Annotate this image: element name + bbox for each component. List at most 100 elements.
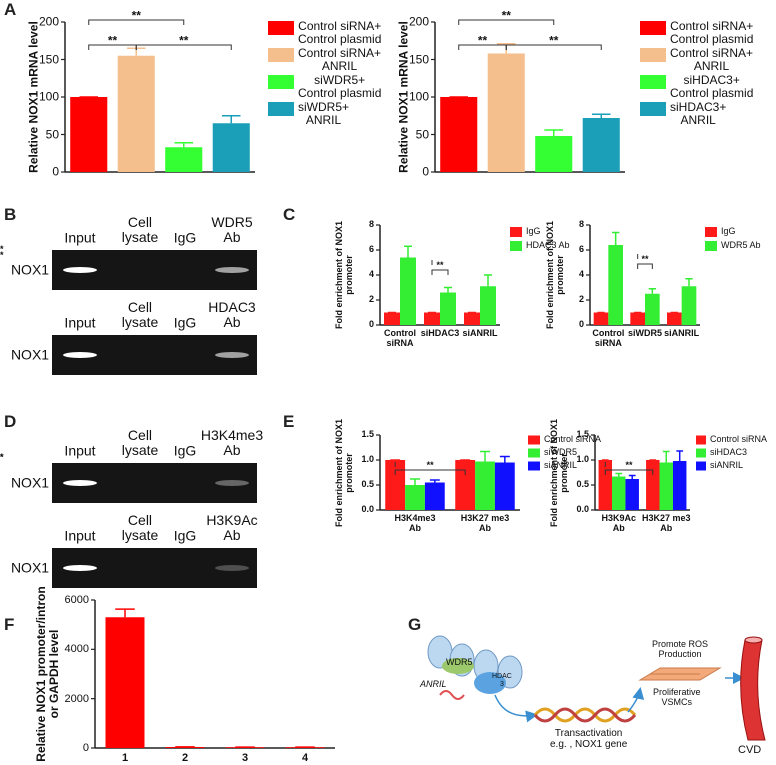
y-tick-label: 0.0	[576, 504, 589, 515]
y-axis-label: Relative NOX1 promoter/intron or GAPDH l…	[33, 586, 61, 762]
legend-swatch	[528, 448, 540, 458]
bar	[612, 476, 626, 510]
significance-label: **	[549, 33, 559, 48]
y-tick-label: 8	[578, 219, 584, 230]
significance-bracket	[604, 469, 654, 475]
gel-band	[63, 352, 97, 358]
legend-swatch	[510, 241, 522, 251]
bar	[681, 286, 697, 325]
significance-label: **	[107, 33, 118, 48]
legend-swatch	[640, 48, 666, 62]
bar	[424, 312, 440, 325]
significance-label: **	[0, 452, 4, 463]
legend-label: Control siRNA+ ANRIL	[670, 45, 754, 73]
bar	[487, 53, 525, 172]
error-bar	[484, 274, 492, 287]
y-tick-label: 50	[415, 126, 429, 141]
y-tick-label: 8	[368, 219, 374, 230]
row-label: NOX1	[10, 474, 50, 491]
y-axis-label: Fold enrichment of NOX1 promoter	[545, 220, 565, 330]
legend-swatch	[705, 227, 717, 237]
x-tick-label: siWDR5	[627, 328, 663, 338]
lane-label: Cell lysate	[121, 299, 159, 331]
legend-label: siHDAC3+ Control plasmid	[670, 72, 754, 100]
panel-label: C	[283, 205, 296, 224]
vessel	[740, 639, 766, 741]
significance-bracket	[88, 19, 185, 25]
legend-label: siANRIL	[544, 460, 578, 471]
legend-swatch	[696, 435, 706, 445]
lane-label: Input	[64, 229, 96, 246]
cell-layer	[650, 667, 710, 675]
y-tick-label: 1.5	[361, 429, 374, 440]
legend-label: HDAC3 Ab	[526, 240, 570, 251]
legend-label: Control siRNA+ ANRIL	[298, 45, 382, 73]
error-bar	[404, 245, 412, 258]
lane-label: Cell lysate	[121, 214, 159, 246]
wdr5-shape	[442, 658, 474, 674]
y-tick-label: 150	[38, 51, 59, 66]
lane-label: Cell lysate	[121, 427, 159, 459]
y-tick-label: 1.5	[576, 429, 589, 440]
bar	[582, 118, 620, 172]
bar	[608, 245, 623, 325]
error-bar	[591, 113, 611, 118]
diagram-g	[427, 635, 766, 741]
diagram-label: Transactivation e.g. , NOX1 gene	[550, 728, 628, 750]
y-tick-label: 200	[38, 14, 59, 29]
legend-swatch	[528, 461, 540, 471]
row-label: NOX1	[10, 346, 50, 363]
y-tick-label: 4	[368, 269, 374, 280]
legend-swatch	[640, 102, 666, 116]
dna	[533, 707, 637, 723]
y-tick-label: 6	[368, 244, 374, 255]
significance-label: **	[436, 260, 444, 271]
y-tick-label: 0	[368, 319, 374, 330]
legend-swatch	[510, 227, 522, 237]
significance-bracket	[458, 19, 555, 25]
hdac3-shape	[474, 672, 506, 694]
y-tick-label: 0.0	[361, 504, 374, 515]
bar	[117, 55, 155, 172]
legend-swatch	[640, 21, 666, 35]
bar	[535, 136, 573, 172]
bar	[593, 312, 609, 325]
error-bar	[544, 129, 564, 136]
x-tick-label: 3	[241, 752, 249, 764]
legend-label: Control siRNA	[544, 434, 602, 445]
lane-label: Input	[64, 442, 96, 459]
bar	[659, 462, 673, 510]
lane-label: IgG	[173, 229, 197, 246]
panel-label: E	[283, 412, 295, 431]
bar	[212, 123, 250, 172]
significance-bracket	[135, 44, 232, 50]
legend-label: siHDAC3+ ANRIL	[670, 99, 727, 127]
legend-swatch	[705, 241, 717, 251]
y-axis-label: Fold enrichment of NOX1 promoter	[549, 418, 569, 527]
legend-swatch	[640, 75, 666, 89]
diagram-label: WDR5	[446, 657, 473, 667]
legend-swatch	[268, 75, 294, 89]
x-tick-label: Control siRNA	[384, 328, 416, 348]
y-tick-label: 200	[408, 14, 429, 29]
legend-label: siHDAC3	[710, 447, 748, 458]
y-tick-label: 2000	[64, 692, 89, 705]
bar	[475, 461, 495, 510]
lane-label: IgG	[173, 314, 197, 331]
legend-label: siWDR5+ ANRIL	[298, 99, 350, 127]
significance-bracket	[637, 263, 653, 269]
x-tick-label: siANRIL	[462, 328, 498, 338]
bar	[424, 482, 445, 510]
y-axis-label: Fold enrichment of NOX1 promoter	[334, 418, 354, 527]
significance-label: **	[131, 8, 141, 23]
y-tick-label: 50	[45, 126, 59, 141]
significance-label: **	[0, 250, 4, 261]
legend-label: Control siRNA+ Control plasmid	[298, 18, 382, 46]
row-label: NOX1	[10, 559, 50, 576]
y-tick-label: 1.0	[361, 454, 374, 465]
anril-shape	[439, 690, 465, 700]
significance-label: **	[477, 33, 488, 48]
legend-swatch	[696, 461, 706, 471]
